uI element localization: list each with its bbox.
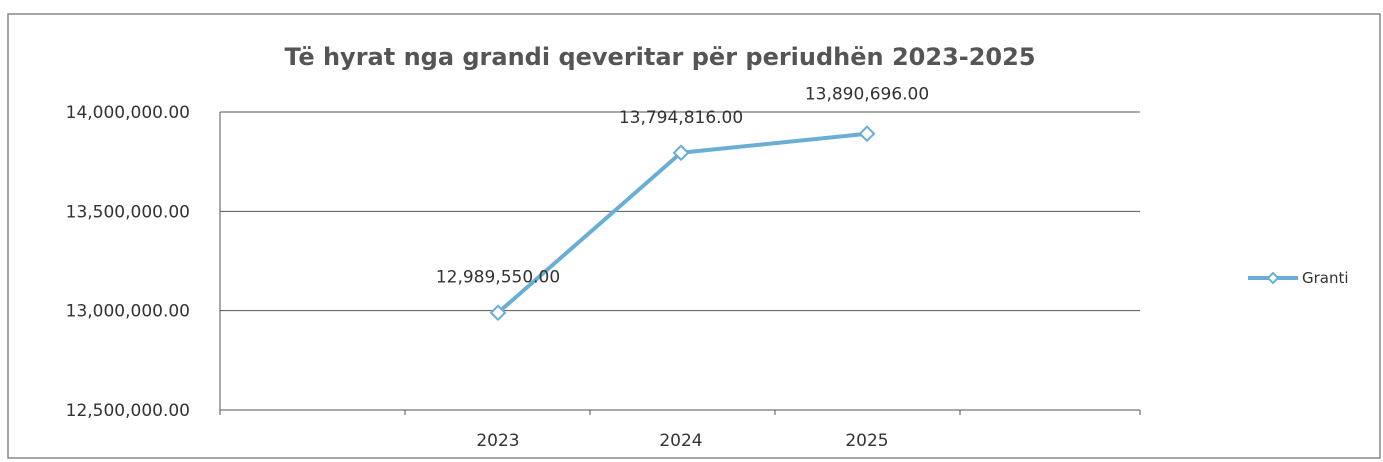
axes: 12,500,000.00 13,000,000.00 13,500,000.00 1… [66,103,1141,451]
x-tick-label: 2025 [845,431,888,451]
y-tick-label: 13,000,000.00 [66,302,190,322]
y-tick-label: 14,000,000.00 [66,103,190,123]
gridlines [220,111,1140,312]
legend-marker [1266,271,1280,285]
chart-title: Të hyrat nga grandi qeveritar për periud… [284,43,1035,71]
data-point-marker [489,304,507,322]
y-tick-label: 12,500,000.00 [66,401,190,421]
data-labels: 12,989,550.00 13,794,816.00 13,890,696.00 [436,85,929,288]
series [489,125,876,322]
x-tick-label: 2023 [476,431,519,451]
data-label: 12,989,550.00 [436,268,560,288]
chart-border [7,13,1381,459]
data-point-marker [858,125,876,143]
data-label: 13,794,816.00 [619,108,743,128]
data-label: 13,890,696.00 [805,85,929,105]
y-tick-label: 13,500,000.00 [66,202,190,222]
x-tick-label: 2024 [659,431,702,451]
legend: Granti [1248,269,1349,287]
data-point-marker [672,144,690,162]
legend-label: Granti [1302,269,1349,287]
